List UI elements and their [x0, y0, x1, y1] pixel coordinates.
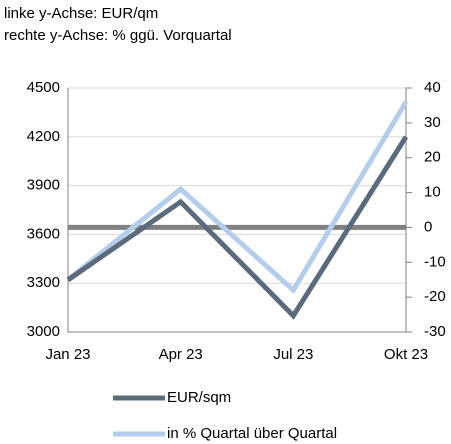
x-tick-label: Jan 23 [45, 346, 90, 363]
x-tick-label: Apr 23 [159, 346, 203, 363]
y2-tick-label: 40 [424, 79, 441, 96]
y2-tick-label: -30 [424, 323, 446, 340]
x-tick-label: Okt 23 [384, 346, 428, 363]
line-series [66, 135, 409, 320]
y-tick-label: 4500 [27, 79, 60, 96]
y-tick-label: 3000 [27, 323, 60, 340]
y-tick-label: 3900 [27, 177, 60, 194]
y2-tick-label: -10 [424, 253, 446, 270]
x-tick-label: Jul 23 [273, 346, 313, 363]
legend-label: in % Quartal über Quartal [167, 425, 337, 442]
y2-tick-label: 30 [424, 114, 441, 131]
y2-tick-label: -20 [424, 288, 446, 305]
y2-tick-label: 10 [424, 184, 441, 201]
chart-title: linke y-Achse: EUR/qm [4, 5, 158, 22]
chart-subtitle: rechte y-Achse: % ggü. Vorquartal [4, 27, 232, 44]
y2-tick-label: 0 [424, 218, 432, 235]
y-tick-label: 3300 [27, 274, 60, 291]
legend-label: EUR/sqm [167, 389, 231, 406]
y2-tick-label: 20 [424, 149, 441, 166]
line-series [66, 100, 409, 295]
y-tick-label: 3600 [27, 225, 60, 242]
y-tick-label: 4200 [27, 128, 60, 145]
